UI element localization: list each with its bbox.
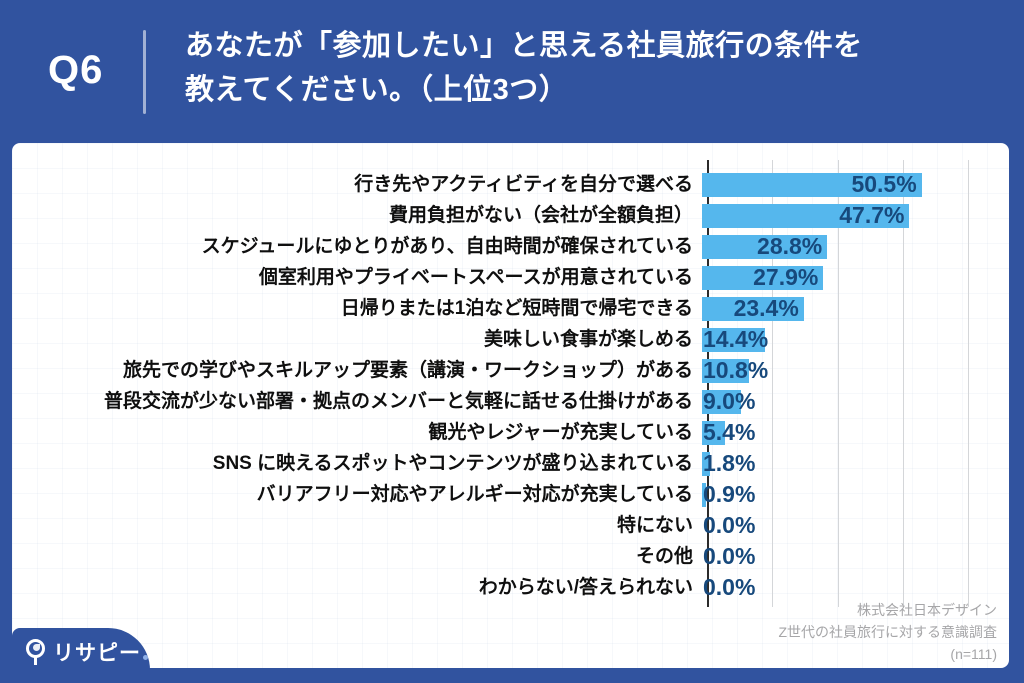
plot-cell: 47.7% [700,200,1009,231]
bar [702,483,706,507]
value-label: 14.4% [703,326,769,352]
bar [702,297,804,321]
plot-cell: 0.0% [700,541,1009,572]
category-label: 旅先での学びやスキルアップ要素（講演・ワークショップ）がある [122,360,693,381]
category-label: 費用負担がない（会社が全額負担） [388,205,693,226]
gridline-30pct [837,160,839,607]
plot-cell: 0.0% [700,510,1009,541]
chart-row: 個室利用やプライベートスペースが用意されている 27.9% [12,262,1009,293]
chart-row: わからない/答えられない 0.0% [12,572,1009,603]
question-title-line1: あなたが「参加したい」と思える社員旅行の条件を [185,30,863,62]
value-label: 28.8% [757,233,823,259]
category-label: 美味しい食事が楽しめる [483,329,693,350]
category-label: 観光やレジャーが充実している [428,422,693,443]
header-divider [143,30,146,114]
chart-row: 特にない 0.0% [12,510,1009,541]
source-survey-name: Z世代の社員旅行に対する意識調査 [778,624,997,640]
plot-cell: 23.4% [700,293,1009,324]
category-label: 特にない [616,515,693,536]
bar [702,266,824,290]
category-label: その他 [635,546,693,567]
category-label: SNS に映えるスポットやコンテンツが盛り込まれている [212,453,693,474]
category-label: 日帰りまたは1泊など短時間で帰宅できる [340,298,693,319]
bar [702,390,742,414]
chart-card: 行き先やアクティビティを自分で選べる 50.5% 費用負担がない（会社が全額負担） 4… [12,143,1009,668]
plot-cell: 50.5% [700,169,1009,200]
source-sample-size: (n=111) [950,646,997,662]
category-label: スケジュールにゆとりがあり、自由時間が確保されている [201,236,693,257]
bar [702,173,922,197]
gridline-60pct [968,160,969,607]
value-label: 0.0% [703,512,756,538]
category-label: わからない/答えられない [478,577,693,598]
plot-cell: 5.4% [700,417,1009,448]
chart-row: 旅先での学びやスキルアップ要素（講演・ワークショップ）がある 10.8% [12,355,1009,386]
plot-cell: 10.8% [700,355,1009,386]
value-label: 23.4% [733,295,799,321]
value-label: 9.0% [703,388,756,414]
question-number: Q6 [48,48,104,92]
bar [702,359,749,383]
chart-row: 行き先やアクティビティを自分で選べる 50.5% [12,169,1009,200]
chart-row: 美味しい食事が楽しめる 14.4% [12,324,1009,355]
category-label: 個室利用やプライベートスペースが用意されている [258,267,693,288]
plot-cell: 9.0% [700,386,1009,417]
value-label: 0.0% [703,574,756,600]
bar [702,328,765,352]
chart-row: 観光やレジャーが充実している 5.4% [12,417,1009,448]
plot-cell: 28.8% [700,231,1009,262]
plot-cell: 14.4% [700,324,1009,355]
category-label: バリアフリー対応やアレルギー対応が充実している [256,484,693,505]
chart-row: 普段交流が少ない部署・拠点のメンバーと気軽に話せる仕掛けがある 9.0% [12,386,1009,417]
value-label: 1.8% [703,450,756,476]
source-company: 株式会社日本デザイン [857,602,997,618]
value-label: 27.9% [753,264,819,290]
bar [702,452,710,476]
gridline-45pct [902,160,904,607]
logo-dot [143,655,148,660]
chart-row: SNS に映えるスポットやコンテンツが盛り込まれている 1.8% [12,448,1009,479]
value-label: 47.7% [839,202,905,228]
plot-cell: 0.9% [700,479,1009,510]
value-label: 10.8% [703,357,769,383]
question-title: あなたが「参加したい」と思える社員旅行の条件を 教えてください。（上位3つ） [185,24,995,112]
value-label: 5.4% [703,419,756,445]
chart-row: バリアフリー対応やアレルギー対応が充実している 0.9% [12,479,1009,510]
question-title-line2: 教えてください。（上位3つ） [185,74,569,106]
bar-chart: 行き先やアクティビティを自分で選べる 50.5% 費用負担がない（会社が全額負担） 4… [12,169,1009,603]
plot-cell: 1.8% [700,448,1009,479]
chart-row: 日帰りまたは1泊など短時間で帰宅できる 23.4% [12,293,1009,324]
chart-row: スケジュールにゆとりがあり、自由時間が確保されている 28.8% [12,231,1009,262]
question-header: Q6 あなたが「参加したい」と思える社員旅行の条件を 教えてください。（上位3つ… [0,0,1024,143]
source-attribution: 株式会社日本デザイン Z世代の社員旅行に対する意識調査 (n=111) [597,599,997,665]
category-label: 普段交流が少ない部署・拠点のメンバーと気軽に話せる仕掛けがある [103,391,693,412]
plot-cell: 0.0% [700,572,1009,603]
chart-grid [707,160,1007,607]
magnifier-icon [26,639,45,665]
bar [702,204,910,228]
bar [702,235,828,259]
value-label: 0.9% [703,481,756,507]
gridline-15pct [772,160,774,607]
plot-cell: 27.9% [700,262,1009,293]
brand-logo: リサピー [12,628,150,683]
brand-logo-text: リサピー [53,637,148,667]
chart-row: 費用負担がない（会社が全額負担） 47.7% [12,200,1009,231]
category-label: 行き先やアクティビティを自分で選べる [354,174,693,195]
value-label: 0.0% [703,543,756,569]
chart-row: その他 0.0% [12,541,1009,572]
value-label: 50.5% [851,171,917,197]
y-axis-line [707,160,709,607]
bar [702,421,726,445]
